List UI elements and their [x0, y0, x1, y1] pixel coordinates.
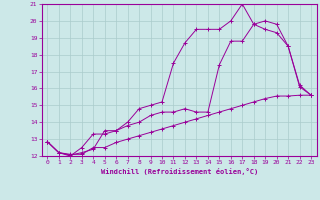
X-axis label: Windchill (Refroidissement éolien,°C): Windchill (Refroidissement éolien,°C): [100, 168, 258, 175]
